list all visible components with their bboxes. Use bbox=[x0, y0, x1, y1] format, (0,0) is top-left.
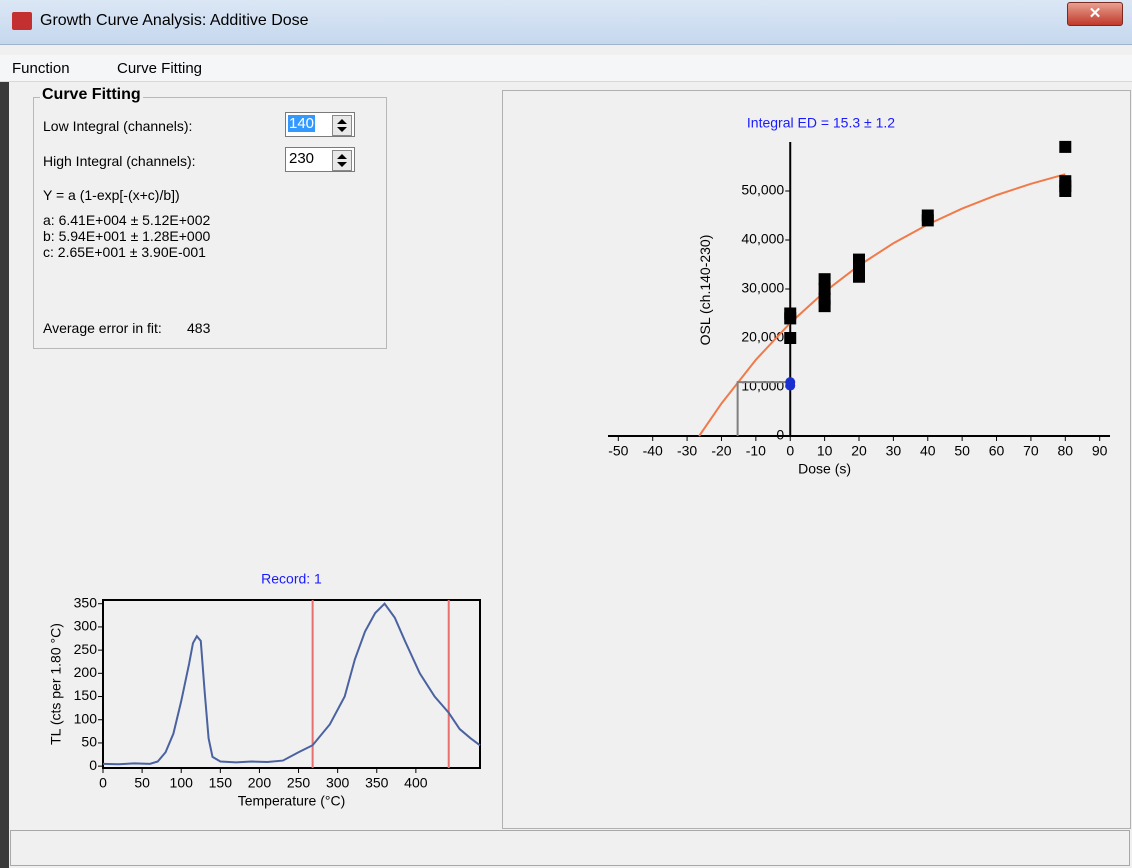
y-tick-label: 50,000 bbox=[741, 182, 784, 198]
x-tick-label: -30 bbox=[677, 443, 697, 459]
x-tick-label: 10 bbox=[817, 443, 833, 459]
x-tick-label: 60 bbox=[989, 443, 1005, 459]
param: a: 6.41E+004 ± 5.12E+002 bbox=[43, 212, 211, 228]
param: b: 5.94E+001 ± 1.28E+000 bbox=[43, 228, 211, 244]
series-line bbox=[736, 381, 791, 436]
spin-input[interactable]: 140 bbox=[285, 112, 355, 137]
spin-button[interactable] bbox=[332, 150, 352, 171]
x-tick-label: 250 bbox=[287, 775, 311, 791]
spin-input[interactable]: 230 bbox=[285, 147, 355, 172]
y-tick-label: 150 bbox=[74, 687, 98, 703]
input-value: 230 bbox=[289, 150, 315, 167]
x-tick-label: 40 bbox=[920, 443, 936, 459]
x-axis-label: Dose (s) bbox=[798, 461, 851, 477]
x-tick-label: 80 bbox=[1058, 443, 1074, 459]
chart-panel bbox=[502, 90, 1131, 829]
plot-frame bbox=[102, 599, 481, 769]
y-tick-label: 10,000 bbox=[741, 378, 784, 394]
x-tick-label: 30 bbox=[886, 443, 902, 459]
chart-title: Record: 1 bbox=[261, 571, 322, 587]
y-axis-label: OSL (ch.140-230) bbox=[697, 235, 713, 346]
y-tick-label: 50 bbox=[81, 734, 97, 750]
input-value: 140 bbox=[288, 115, 316, 132]
x-tick-label: 200 bbox=[248, 775, 272, 791]
x-tick-label: -10 bbox=[746, 443, 766, 459]
data-point bbox=[1059, 140, 1072, 153]
spin-arrows bbox=[337, 119, 347, 132]
value: 483 bbox=[187, 320, 211, 336]
data-point bbox=[921, 214, 934, 227]
x-tick-label: 20 bbox=[851, 443, 867, 459]
label: High Integral (channels): bbox=[43, 153, 196, 169]
chart-title: Integral ED = 15.3 ± 1.2 bbox=[747, 115, 895, 131]
status-bar bbox=[10, 830, 1130, 866]
close-button[interactable]: ✕ bbox=[1067, 2, 1123, 26]
data-point bbox=[1059, 185, 1072, 197]
group-title: Curve Fitting bbox=[40, 86, 143, 104]
x-tick-label: 0 bbox=[99, 775, 107, 791]
x-tick-label: 400 bbox=[404, 775, 428, 791]
app-icon bbox=[12, 12, 32, 30]
y-tick-label: 0 bbox=[89, 757, 97, 773]
spin-arrows bbox=[337, 154, 347, 167]
x-tick-label: 50 bbox=[954, 443, 970, 459]
y-tick-label: 100 bbox=[74, 710, 98, 726]
data-point bbox=[853, 270, 865, 283]
equation: Y = a (1-exp[-(x+c)/b]) bbox=[43, 187, 180, 203]
data-point bbox=[784, 312, 797, 325]
data-point bbox=[818, 283, 831, 295]
y-tick-label: 200 bbox=[74, 664, 98, 680]
y-tick-label: 30,000 bbox=[741, 280, 784, 296]
x-tick-label: 100 bbox=[170, 775, 194, 791]
series-line bbox=[698, 173, 1066, 437]
x-tick-label: -40 bbox=[643, 443, 663, 459]
data-point bbox=[853, 253, 865, 266]
y-tick-label: 300 bbox=[74, 618, 98, 634]
group-box bbox=[33, 97, 387, 349]
x-axis-label: Temperature (°C) bbox=[238, 793, 346, 809]
y-tick-label: 250 bbox=[74, 641, 98, 657]
x-tick-label: 300 bbox=[326, 775, 350, 791]
data-point bbox=[818, 273, 831, 286]
y-axis-label: TL (cts per 1.80 °C) bbox=[48, 623, 64, 745]
y-tick-label: 40,000 bbox=[741, 231, 784, 247]
window-edge bbox=[0, 82, 9, 868]
param: c: 2.65E+001 ± 3.90E-001 bbox=[43, 244, 206, 260]
data-point bbox=[785, 380, 796, 391]
y-tick-label: 350 bbox=[74, 594, 98, 610]
menu-bar: Function Curve Fitting bbox=[0, 55, 1132, 82]
spin-button[interactable] bbox=[332, 115, 352, 136]
menu-item[interactable]: Function bbox=[12, 60, 70, 77]
menu-item[interactable]: Curve Fitting bbox=[117, 60, 203, 77]
y-tick-label: 0 bbox=[776, 427, 784, 443]
x-tick-label: 70 bbox=[1023, 443, 1039, 459]
data-point bbox=[818, 300, 831, 313]
window-title: Growth Curve Analysis: Additive Dose bbox=[40, 12, 309, 29]
x-tick-label: 0 bbox=[786, 443, 794, 459]
x-tick-label: -50 bbox=[608, 443, 628, 459]
label: Average error in fit: bbox=[43, 320, 162, 336]
x-tick-label: 90 bbox=[1092, 443, 1108, 459]
x-tick-label: -20 bbox=[711, 443, 731, 459]
x-tick-label: 350 bbox=[365, 775, 389, 791]
series-line bbox=[102, 602, 481, 766]
x-tick-label: 150 bbox=[209, 775, 233, 791]
title-bar bbox=[0, 0, 1132, 45]
x-tick-label: 50 bbox=[134, 775, 150, 791]
label: Low Integral (channels): bbox=[43, 118, 193, 134]
data-point bbox=[784, 332, 797, 344]
